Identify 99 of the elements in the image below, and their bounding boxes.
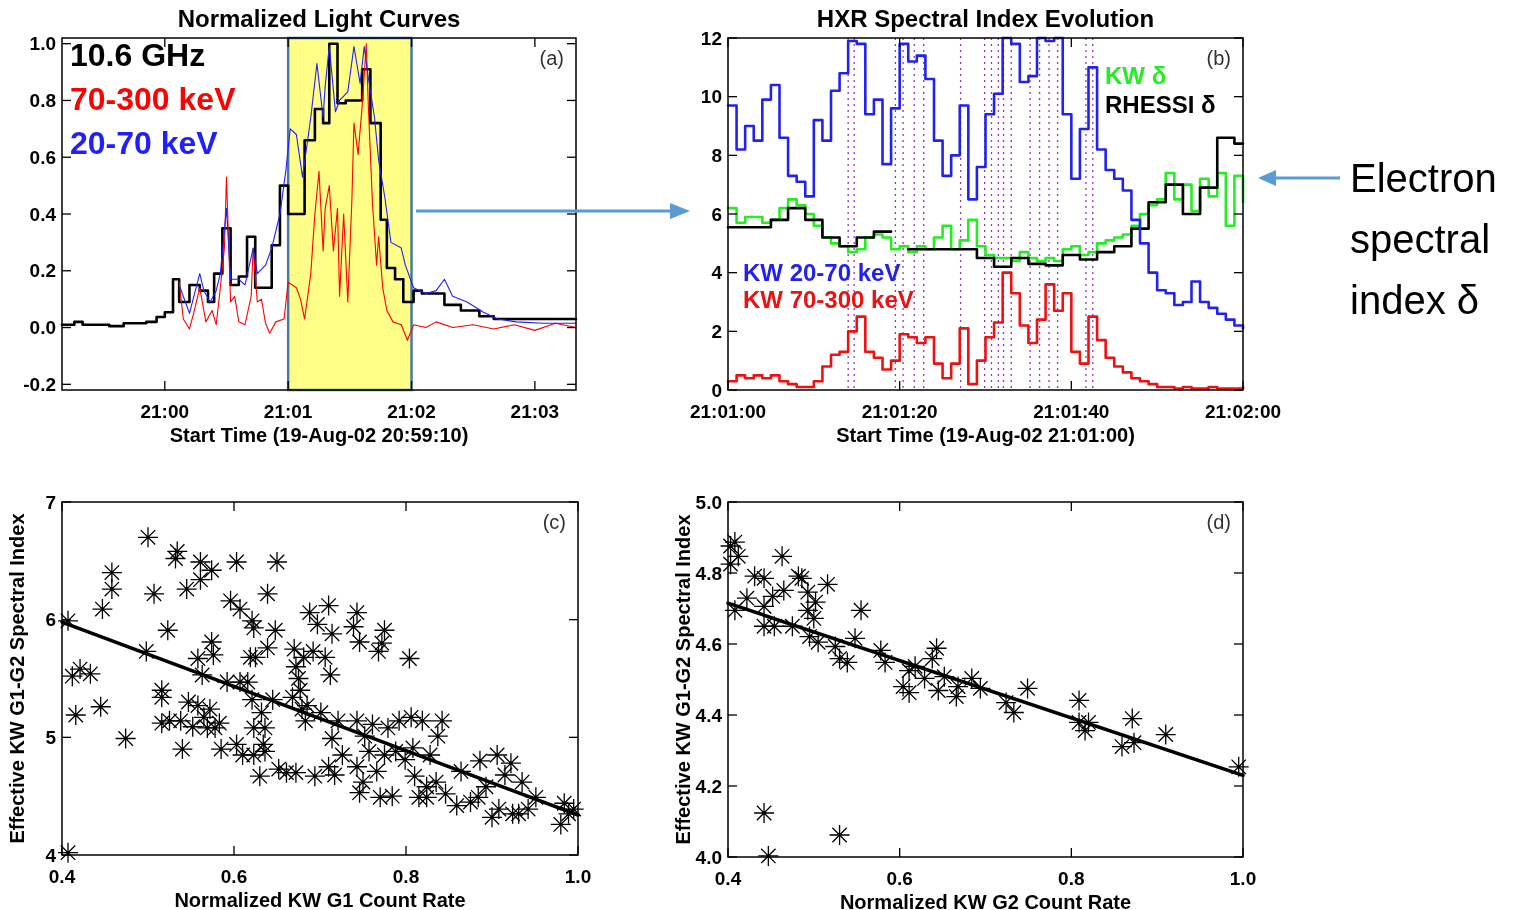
annotation: (d) [1206,511,1231,533]
y-axis-title: Effective KW G1-G2 Spectral Index [6,513,28,844]
y-tick-label: 10 [700,86,722,108]
x-tick-label: 1.0 [564,866,592,887]
annotation: (b) [1206,47,1231,69]
chart-title: HXR Spectral Index Evolution [816,5,1155,32]
point [933,666,955,688]
point [874,651,896,674]
point [797,599,819,621]
point [1068,711,1090,734]
x-tick-label: 21:01 [263,401,313,422]
x-tick-label: 21:01:00 [689,401,767,422]
point [898,681,920,704]
point [771,545,793,567]
point [804,591,827,613]
point [736,587,758,609]
x-tick-label: 21:03 [510,401,560,422]
point [1121,707,1143,730]
point [719,535,742,557]
y-tick-label: 0.0 [29,317,56,339]
point [1155,723,1177,746]
x-tick-label: 0.8 [1058,868,1085,889]
y-tick-label: 4.2 [695,775,722,797]
y-tick-label: 5 [45,726,57,748]
y-tick-label: 4.6 [695,633,722,655]
y-tick-label: 7 [45,491,56,513]
x-axis-title: Normalized KW G2 Count Rate [839,891,1132,910]
y-tick-label: 4.0 [695,846,722,868]
point [836,651,858,674]
x-axis-title: Normalized KW G1 Count Rate [174,889,466,910]
y-tick-label: -0.2 [23,373,56,395]
point [947,675,969,698]
point [1068,689,1090,712]
y-tick-label: 1.0 [29,33,56,55]
y-tick-label: 2 [711,320,722,342]
y-tick-label: 0.2 [29,260,56,282]
point [1016,677,1039,700]
y-tick-label: 0.8 [29,90,56,112]
series-label: KW 70-300 keV [743,285,914,313]
point [828,647,851,670]
point [995,691,1017,714]
point [798,625,821,648]
point [850,599,872,621]
annotation: (c) [542,511,566,533]
annotation: (a) [539,47,564,69]
point [870,639,892,662]
y-axis-title: Effective KW G1-G2 Spectral Index [672,514,694,845]
x-tick-label: 0.6 [886,868,913,889]
x-tick-label: 1.0 [1229,868,1257,889]
x-tick-label: 0.8 [392,866,420,887]
y-tick-label: 4 [711,262,723,284]
y-tick-label: 0.6 [29,146,56,168]
point [763,615,785,637]
point [753,802,775,824]
point [1228,756,1250,778]
point [1111,735,1133,758]
point [898,659,920,682]
point [925,637,948,659]
x-axis-title: Start Time (19-Aug-02 20:59:10) [169,424,469,446]
point [724,531,746,553]
text: KW 20-70 keV [743,258,901,286]
x-tick-label: 21:00 [140,401,190,422]
x-axis-title: Start Time (19-Aug-02 21:01:00) [836,424,1135,446]
point [1123,732,1145,754]
point [757,845,779,867]
x-tick-label: 21:02 [387,401,436,422]
y-tick-label: 4 [45,844,57,866]
point [773,579,795,602]
x-tick-label: 21:01:20 [861,401,938,422]
y-tick-label: 5.0 [695,491,722,513]
text: KW δ [1105,62,1167,89]
x-tick-label: 0.6 [220,866,248,887]
y-tick-label: 0 [711,379,722,401]
legend-label: RHESSI δ [1105,91,1216,118]
point [892,675,914,698]
x-tick-label: 21:02:00 [1204,401,1282,422]
point [727,545,749,567]
legend-label: 10.6 GHz [70,37,206,73]
point [761,585,784,608]
point [927,679,949,702]
series-label: 20-70 keV [70,125,219,161]
point [803,607,825,630]
point [961,667,983,690]
point [969,677,991,700]
x-tick-label: 21:01:40 [1033,401,1110,422]
series-label: 70-300 keV [70,81,237,117]
point [1003,701,1025,724]
y-tick-label: 8 [711,144,722,166]
y-tick-label: 12 [700,27,722,49]
y-tick-label: 4.4 [695,704,723,726]
point [724,599,746,621]
y-tick-label: 6 [711,203,722,225]
y-tick-label: 6 [45,609,56,631]
y-tick-label: 0.4 [29,203,57,225]
point [828,824,851,846]
text: Electron spectral index δ [1350,156,1497,322]
y-tick-label: 4.8 [695,562,722,584]
chart-title: Normalized Light Curves [177,5,461,32]
point [753,567,775,589]
